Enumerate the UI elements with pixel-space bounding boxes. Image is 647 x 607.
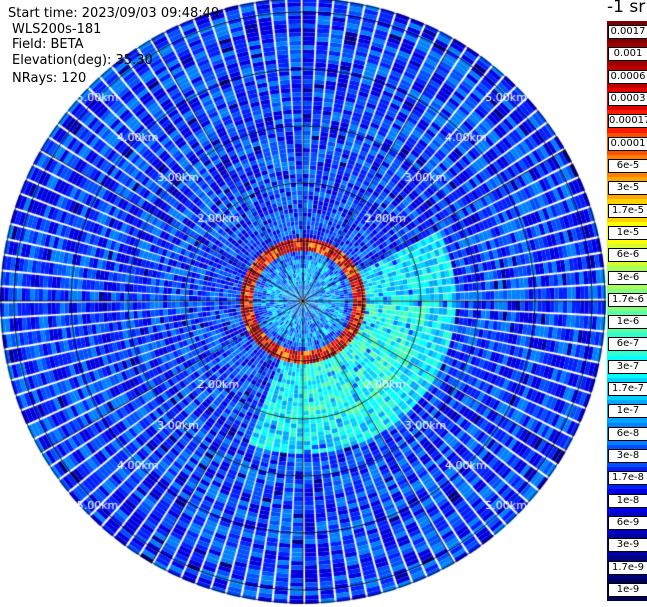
colorbar-tick-label: 6e-7 <box>608 337 647 352</box>
colorbar-tick-label: 6e-5 <box>608 158 647 173</box>
colorbar-cell: 1e-8 <box>607 489 647 513</box>
elevation-text: Elevation(deg): 35.30 <box>12 53 153 68</box>
colorbar-tick-label: 1e-6 <box>608 315 647 330</box>
field-text: Field: BETA <box>12 37 84 52</box>
colorbar-tick-label: 0.001 <box>608 47 647 62</box>
colorbar-tick-label: 1e-8 <box>608 493 647 508</box>
colorbar-cell: 3e-6 <box>607 266 647 290</box>
colorbar-cell: 0.0017 <box>607 21 647 44</box>
colorbar-tick-label: 1e-5 <box>608 225 647 240</box>
colorbar-tick-label: 1.7e-9 <box>608 560 647 575</box>
colorbar-cell: 0.0006 <box>607 65 647 89</box>
colorbar-cell: 1.7e-6 <box>607 288 647 312</box>
colorbar-tick-label: 0.00017 <box>608 114 647 129</box>
colorbar-tick-label: 0.0006 <box>608 69 647 84</box>
colorbar-tick-label: 3e-6 <box>608 270 647 285</box>
colorbar-cell: 6e-6 <box>607 244 647 267</box>
colorbar-tick-label: 3e-8 <box>608 448 647 463</box>
colorbar-cell: 0.0003 <box>607 87 647 111</box>
colorbar-cell: 3e-5 <box>607 177 647 200</box>
colorbar-cell: 0.00017 <box>607 110 647 134</box>
colorbar-cell: 1.7e-7 <box>607 377 647 401</box>
colorbar-tick-label: 3e-7 <box>608 359 647 374</box>
colorbar-cell: 3e-9 <box>607 534 647 557</box>
polar-heatmap <box>0 0 607 607</box>
colorbar-tick-label: 0.0001 <box>608 136 647 151</box>
colorbar-cell: 0.001 <box>607 43 647 67</box>
colorbar-tick-label: 1.7e-6 <box>608 292 647 307</box>
colorbar-tick-label: 1.7e-7 <box>608 382 647 397</box>
colorbar: 0.0017 0.001 0.0006 0.0003 0.00017 0.0001 6e-5… <box>607 21 647 602</box>
colorbar-cell: 6e-8 <box>607 422 647 446</box>
colorbar-cell: 1e-7 <box>607 400 647 424</box>
colorbar-tick-label: 1e-7 <box>608 404 647 419</box>
colorbar-cell: 3e-7 <box>607 355 647 379</box>
colorbar-cell: 1e-9 <box>607 578 647 602</box>
colorbar-tick-label: 6e-6 <box>608 248 647 263</box>
colorbar-tick-label: 1.7e-5 <box>608 203 647 218</box>
colorbar-tick-label: 0.0017 <box>608 25 647 40</box>
colorbar-tick-label: 1e-9 <box>608 582 647 597</box>
colorbar-tick-label: 6e-8 <box>608 426 647 441</box>
colorbar-cell: 3e-8 <box>607 444 647 468</box>
colorbar-tick-label: 6e-9 <box>608 515 647 530</box>
instrument-text: WLS200s-181 <box>12 22 102 37</box>
colorbar-cell: 0.0001 <box>607 132 647 156</box>
colorbar-cell: 6e-7 <box>607 333 647 357</box>
colorbar-tick-label: 3e-9 <box>608 538 647 553</box>
start-time-text: Start time: 2023/09/03 09:48:49 <box>8 6 220 21</box>
colorbar-unit: -1 sr <box>607 0 646 17</box>
colorbar-cell: 6e-5 <box>607 154 647 178</box>
colorbar-tick-label: 0.0003 <box>608 92 647 107</box>
colorbar-cell: 1.7e-8 <box>607 467 647 490</box>
colorbar-tick-label: 3e-5 <box>608 181 647 196</box>
colorbar-cell: 1e-5 <box>607 221 647 245</box>
colorbar-cell: 6e-9 <box>607 511 647 535</box>
colorbar-tick-label: 1.7e-8 <box>608 471 647 486</box>
colorbar-cell: 1e-6 <box>607 311 647 334</box>
colorbar-cell: 1.7e-9 <box>607 556 647 580</box>
nrays-text: NRays: 120 <box>12 71 87 86</box>
colorbar-cell: 1.7e-5 <box>607 199 647 223</box>
